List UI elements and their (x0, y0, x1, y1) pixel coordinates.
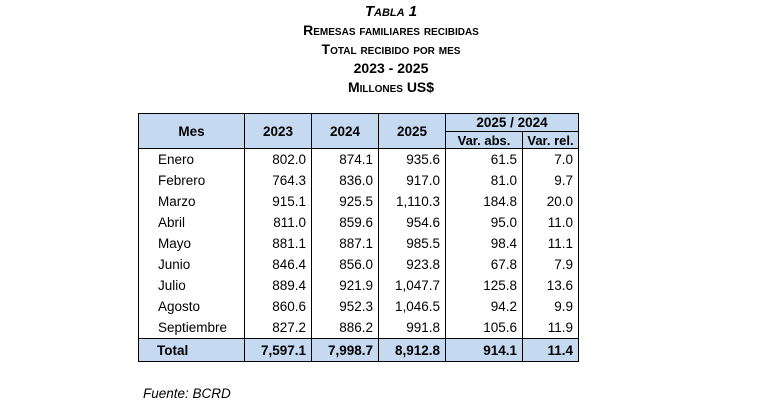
cell-2023: 802.0 (244, 148, 312, 170)
cell-2024: 856.0 (311, 254, 379, 275)
table-title-block: Tabla 1 Remesas familiares recibidas Tot… (0, 2, 782, 97)
cell-var-rel: 11.0 (522, 212, 579, 233)
cell-month: Julio (138, 275, 245, 296)
cell-var-abs: 67.8 (445, 254, 523, 275)
total-2024: 7,998.7 (311, 338, 379, 362)
cell-2025: 1,047.7 (378, 275, 446, 296)
cell-2025: 917.0 (378, 170, 446, 191)
cell-var-rel: 13.6 (522, 275, 579, 296)
cell-2023: 881.1 (244, 233, 312, 254)
table-units: Millones US$ (347, 79, 435, 95)
cell-var-abs: 95.0 (445, 212, 523, 233)
cell-var-rel: 11.1 (522, 233, 579, 254)
header-2023: 2023 (244, 113, 312, 149)
table-subtitle: Total recibido por mes (321, 41, 461, 57)
cell-2023: 915.1 (244, 191, 312, 212)
cell-var-rel: 9.9 (522, 296, 579, 317)
table-number: Tabla 1 (364, 3, 418, 20)
cell-month: Mayo (138, 233, 245, 254)
cell-2025: 985.5 (378, 233, 446, 254)
header-2025: 2025 (378, 113, 446, 149)
header-var-rel: Var. rel. (522, 131, 579, 149)
table-period: 2023 - 2025 (353, 60, 429, 76)
cell-2024: 925.5 (311, 191, 379, 212)
cell-2025: 1,046.5 (378, 296, 446, 317)
cell-month: Febrero (138, 170, 245, 191)
table-row: Enero 802.0 874.1 935.6 61.5 7.0 (138, 148, 579, 170)
total-var-abs: 914.1 (445, 338, 523, 362)
cell-var-abs: 105.6 (445, 317, 523, 339)
header-var-abs: Var. abs. (445, 131, 523, 149)
cell-2024: 886.2 (311, 317, 379, 339)
cell-month: Agosto (138, 296, 245, 317)
cell-2024: 836.0 (311, 170, 379, 191)
cell-var-rel: 9.7 (522, 170, 579, 191)
cell-2023: 889.4 (244, 275, 312, 296)
cell-var-rel: 20.0 (522, 191, 579, 212)
table-row: Agosto 860.6 952.3 1,046.5 94.2 9.9 (138, 296, 579, 317)
cell-2024: 887.1 (311, 233, 379, 254)
cell-2024: 859.6 (311, 212, 379, 233)
cell-month: Junio (138, 254, 245, 275)
table-row: Marzo 915.1 925.5 1,110.3 184.8 20.0 (138, 191, 579, 212)
cell-var-abs: 125.8 (445, 275, 523, 296)
cell-var-abs: 81.0 (445, 170, 523, 191)
header-2024: 2024 (311, 113, 379, 149)
header-mes: Mes (138, 113, 245, 149)
cell-var-abs: 98.4 (445, 233, 523, 254)
cell-2025: 954.6 (378, 212, 446, 233)
cell-month: Marzo (138, 191, 245, 212)
cell-2023: 846.4 (244, 254, 312, 275)
table-row: Mayo 881.1 887.1 985.5 98.4 11.1 (138, 233, 579, 254)
cell-var-rel: 7.9 (522, 254, 579, 275)
table-row: Septiembre 827.2 886.2 991.8 105.6 11.9 (138, 317, 579, 339)
cell-2025: 1,110.3 (378, 191, 446, 212)
total-row: Total 7,597.1 7,998.7 8,912.8 914.1 11.4 (138, 338, 579, 362)
cell-var-rel: 11.9 (522, 317, 579, 339)
cell-2023: 860.6 (244, 296, 312, 317)
total-label: Total (138, 338, 245, 362)
cell-2023: 764.3 (244, 170, 312, 191)
table-row: Junio 846.4 856.0 923.8 67.8 7.9 (138, 254, 579, 275)
cell-2023: 827.2 (244, 317, 312, 339)
cell-month: Enero (138, 148, 245, 170)
remittances-table: Mes 2023 2024 2025 2025 / 2024 Var. abs.… (138, 113, 579, 362)
cell-var-abs: 94.2 (445, 296, 523, 317)
cell-2025: 923.8 (378, 254, 446, 275)
cell-2024: 921.9 (311, 275, 379, 296)
cell-var-abs: 61.5 (445, 148, 523, 170)
cell-var-abs: 184.8 (445, 191, 523, 212)
cell-month: Septiembre (138, 317, 245, 339)
total-2023: 7,597.1 (244, 338, 312, 362)
cell-month: Abril (138, 212, 245, 233)
source-note: Fuente: BCRD (143, 386, 231, 401)
total-var-rel: 11.4 (522, 338, 579, 362)
table-body: Enero 802.0 874.1 935.6 61.5 7.0 Febrero… (138, 148, 579, 339)
cell-2025: 935.6 (378, 148, 446, 170)
table-row: Febrero 764.3 836.0 917.0 81.0 9.7 (138, 170, 579, 191)
table-row: Abril 811.0 859.6 954.6 95.0 11.0 (138, 212, 579, 233)
table-row: Julio 889.4 921.9 1,047.7 125.8 13.6 (138, 275, 579, 296)
cell-2025: 991.8 (378, 317, 446, 339)
cell-var-rel: 7.0 (522, 148, 579, 170)
table-title: Remesas familiares recibidas (303, 22, 479, 38)
cell-2024: 952.3 (311, 296, 379, 317)
cell-2024: 874.1 (311, 148, 379, 170)
header-comparison: 2025 / 2024 (445, 113, 579, 132)
cell-2023: 811.0 (244, 212, 312, 233)
total-2025: 8,912.8 (378, 338, 446, 362)
